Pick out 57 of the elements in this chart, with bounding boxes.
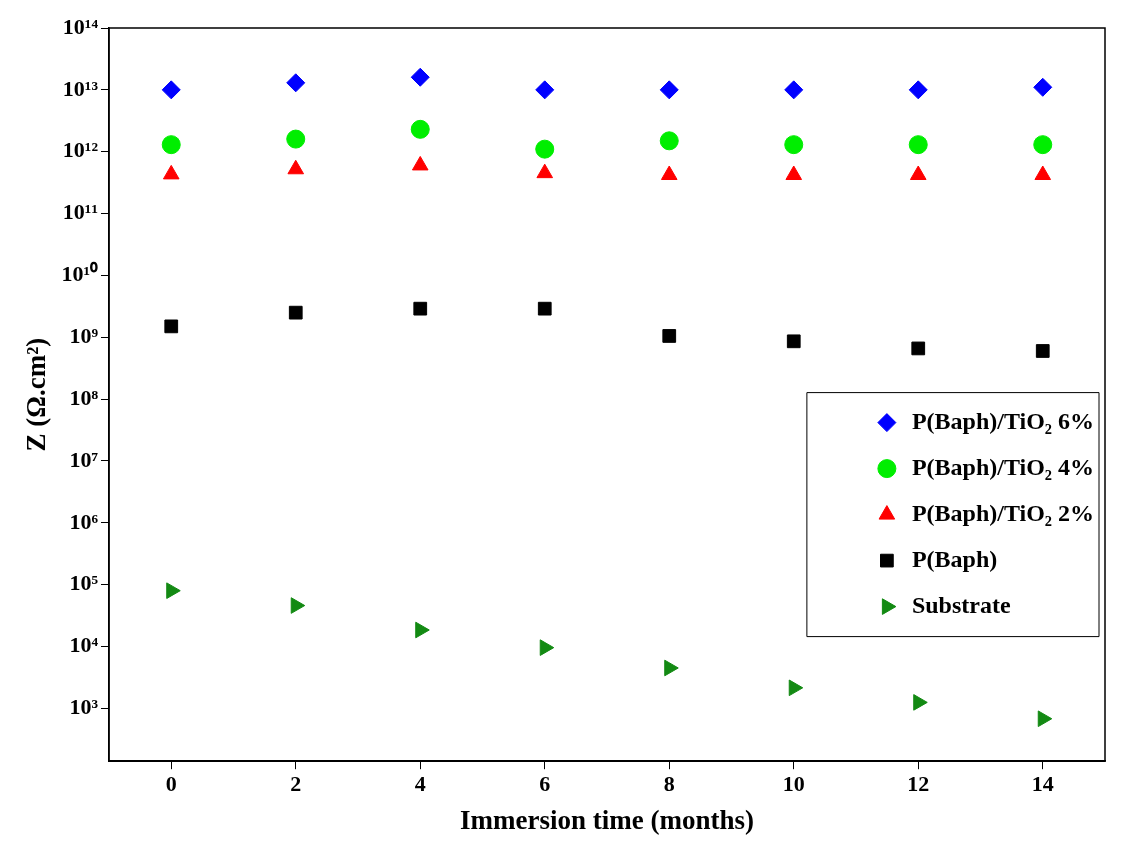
point: [1035, 344, 1050, 358]
point: [410, 119, 430, 139]
point: [161, 135, 181, 155]
legend-label: P(Baph)/TiO₂ 2%: [911, 499, 1094, 526]
y-tick-label: 10¹³: [62, 75, 99, 101]
point: [286, 73, 306, 93]
legend-label: P(Baph)/TiO₂ 4%: [911, 453, 1094, 480]
point: [535, 139, 555, 159]
point: [786, 334, 801, 349]
point: [908, 80, 928, 100]
x-tick-label: 14: [1031, 771, 1054, 797]
point: [410, 67, 430, 87]
point: [784, 80, 804, 100]
y-tick-label: 10¹²: [62, 137, 99, 163]
point: [784, 135, 804, 155]
x-tick-label: 2: [290, 771, 302, 797]
y-tick-label: 10⁶: [69, 508, 99, 534]
point: [659, 80, 679, 100]
y-tick-label: 10³: [69, 694, 99, 720]
point: [909, 165, 927, 181]
legend-label: Substrate: [911, 591, 1011, 618]
x-tick-label: 10: [782, 771, 805, 797]
y-tick-label: 10⁸: [69, 384, 99, 410]
legend-label: P(Baph): [911, 545, 998, 572]
y-tick-label: 10¹⁰: [61, 261, 98, 287]
x-tick-label: 0: [165, 771, 177, 797]
point: [662, 329, 677, 343]
point: [537, 301, 552, 316]
y-axis-title: Z (Ω.cm²): [21, 337, 52, 452]
point: [1034, 165, 1052, 181]
point: [288, 305, 303, 320]
point: [413, 301, 428, 316]
point: [287, 159, 305, 175]
y-tick-label: 10⁵: [69, 570, 99, 596]
x-tick-label: 12: [907, 771, 930, 797]
y-tick-label: 10⁷: [69, 446, 99, 472]
point: [908, 135, 928, 155]
point: [161, 80, 181, 100]
x-tick-label: 6: [539, 771, 551, 797]
point: [164, 319, 179, 334]
point: [535, 80, 555, 100]
point: [1033, 77, 1053, 97]
x-tick-label: 4: [414, 771, 426, 797]
point: [659, 131, 679, 151]
point: [1033, 135, 1053, 155]
y-tick-label: 10⁹: [69, 322, 99, 348]
point: [911, 341, 926, 356]
y-tick-label: 10¹¹: [62, 199, 98, 225]
y-tick-label: 10⁴: [69, 632, 99, 658]
x-tick-label: 8: [663, 771, 675, 797]
point: [660, 165, 678, 181]
legend-label: P(Baph)/TiO₂ 6%: [911, 407, 1094, 434]
point: [536, 163, 554, 179]
point: [785, 165, 803, 181]
x-axis-title: Immersion time (months): [460, 804, 754, 835]
point: [286, 129, 306, 149]
y-tick-label: 10¹⁴: [62, 13, 99, 39]
